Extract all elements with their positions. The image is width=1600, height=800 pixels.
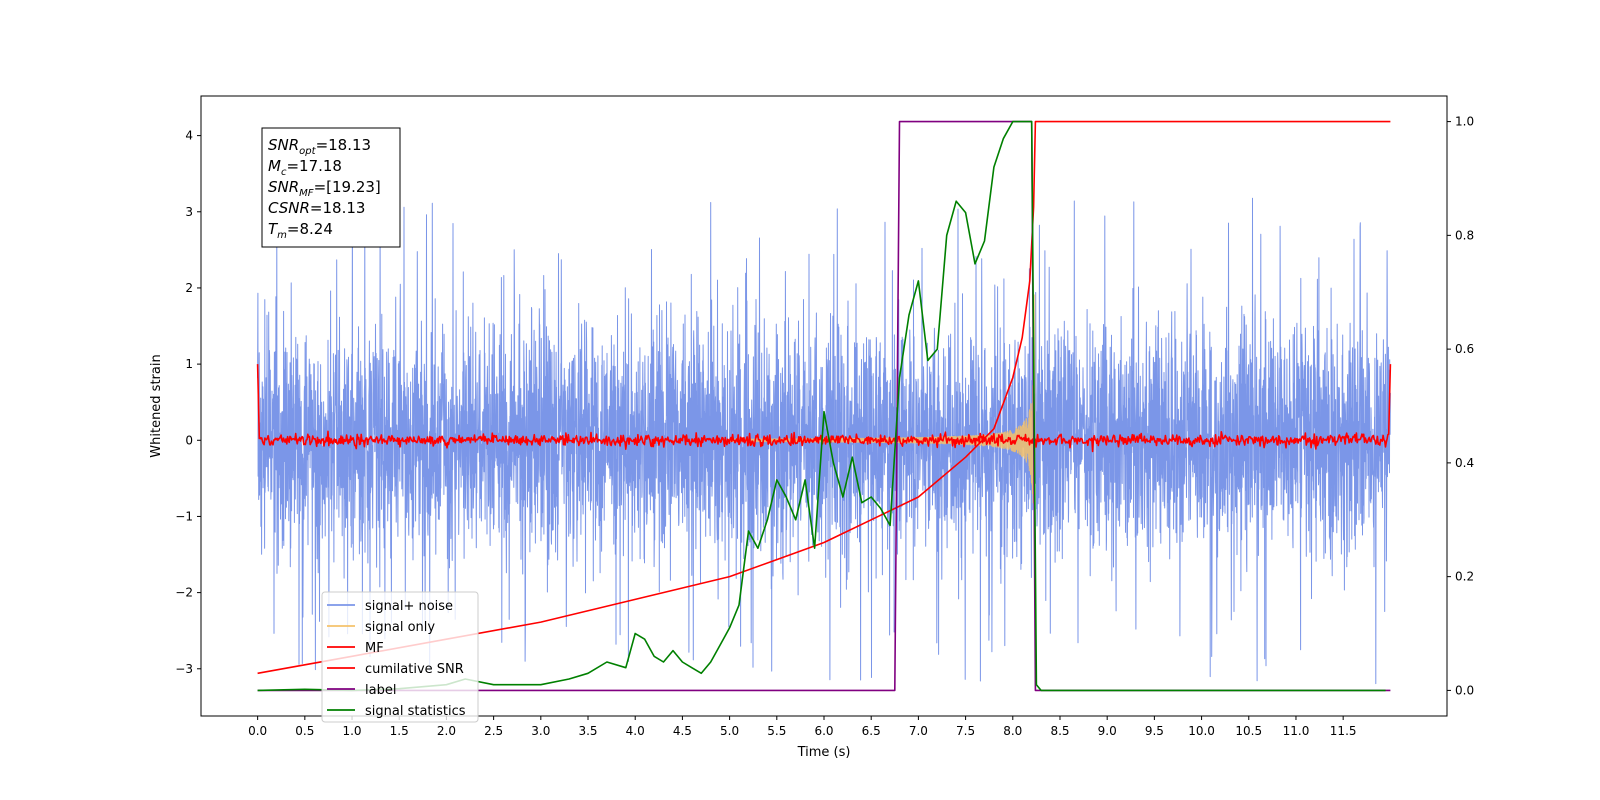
x-tick-label: 1.5 xyxy=(390,724,409,738)
x-tick-label: 4.5 xyxy=(673,724,692,738)
legend-entry: signal only xyxy=(365,620,435,635)
x-tick-label: 6.5 xyxy=(862,724,881,738)
x-tick-label: 11.5 xyxy=(1330,724,1357,738)
annotation-frame xyxy=(261,127,401,248)
x-tick-label: 3.0 xyxy=(531,724,550,738)
series-cumulative-snr xyxy=(257,120,1391,675)
y-tick-label: −2 xyxy=(175,586,193,600)
annotation-line: SNRMF=[19.23] xyxy=(268,178,381,199)
annotation-line: Mc=17.18 xyxy=(268,157,342,178)
y-tick-label: 3 xyxy=(185,205,193,219)
y-tick-label: 1 xyxy=(185,357,193,371)
legend-entry: cumilative SNR xyxy=(365,662,464,677)
series-mf xyxy=(256,364,1392,453)
y2-tick-label: 1.0 xyxy=(1455,115,1474,129)
x-tick-label: 6.0 xyxy=(814,724,833,738)
x-tick-label: 3.5 xyxy=(578,724,597,738)
y2-tick-label: 0.4 xyxy=(1455,456,1474,470)
x-tick-label: 1.0 xyxy=(342,724,361,738)
legend-frame xyxy=(321,591,479,723)
legend: signal+ noise signal only MF cumilative SNR… xyxy=(321,591,479,723)
y-tick-label: 4 xyxy=(185,129,193,143)
x-tick-label: 8.0 xyxy=(1003,724,1022,738)
x-tick-label: 7.0 xyxy=(909,724,928,738)
legend-entry: signal statistics xyxy=(365,704,466,719)
legend-entry: signal+ noise xyxy=(365,599,453,614)
x-tick-label: 0.5 xyxy=(295,724,314,738)
y-tick-label: −3 xyxy=(175,662,193,676)
y2-tick-label: 0.0 xyxy=(1455,683,1474,697)
annotation-line: Tm=8.24 xyxy=(268,220,333,241)
y-tick-label: −1 xyxy=(175,509,193,523)
annotation-line: CSNR=18.13 xyxy=(268,199,365,217)
x-tick-label: 0.0 xyxy=(248,724,267,738)
y-axis-label: Whitened strain xyxy=(149,354,164,457)
annotation-box: SNRopt=18.13Mc=17.18SNRMF=[19.23]CSNR=18… xyxy=(261,127,401,248)
x-tick-label: 2.5 xyxy=(484,724,503,738)
legend-entry: label xyxy=(365,683,396,698)
y-tick-label: 0 xyxy=(185,433,193,447)
x-tick-label: 2.0 xyxy=(437,724,456,738)
x-tick-label: 9.5 xyxy=(1145,724,1164,738)
series-signal-statistics xyxy=(257,120,1386,692)
x-tick-label: 4.0 xyxy=(626,724,645,738)
series-signal-noise xyxy=(257,197,1391,685)
x-tick-label: 11.0 xyxy=(1283,724,1310,738)
x-tick-label: 5.0 xyxy=(720,724,739,738)
legend-entry: MF xyxy=(365,641,384,656)
y2-tick-label: 0.6 xyxy=(1455,342,1474,356)
x-axis-label: Time (s) xyxy=(797,745,851,760)
x-tick-label: 9.0 xyxy=(1098,724,1117,738)
x-tick-label: 10.5 xyxy=(1235,724,1262,738)
annotation-line: SNRopt=18.13 xyxy=(268,136,371,157)
y2-tick-label: 0.2 xyxy=(1455,570,1474,584)
y2-tick-label: 0.8 xyxy=(1455,228,1474,242)
y-tick-label: 2 xyxy=(185,281,193,295)
x-tick-label: 10.0 xyxy=(1188,724,1215,738)
x-tick-label: 5.5 xyxy=(767,724,786,738)
x-tick-label: 7.5 xyxy=(956,724,975,738)
x-tick-label: 8.5 xyxy=(1050,724,1069,738)
series-layer xyxy=(256,120,1392,692)
ticks-layer: 0.0 0.5 1.0 1.5 2.0 2.5 3.0 3.5 4.0 4.5 5.0 5.5 6.0 6… xyxy=(175,115,1474,738)
